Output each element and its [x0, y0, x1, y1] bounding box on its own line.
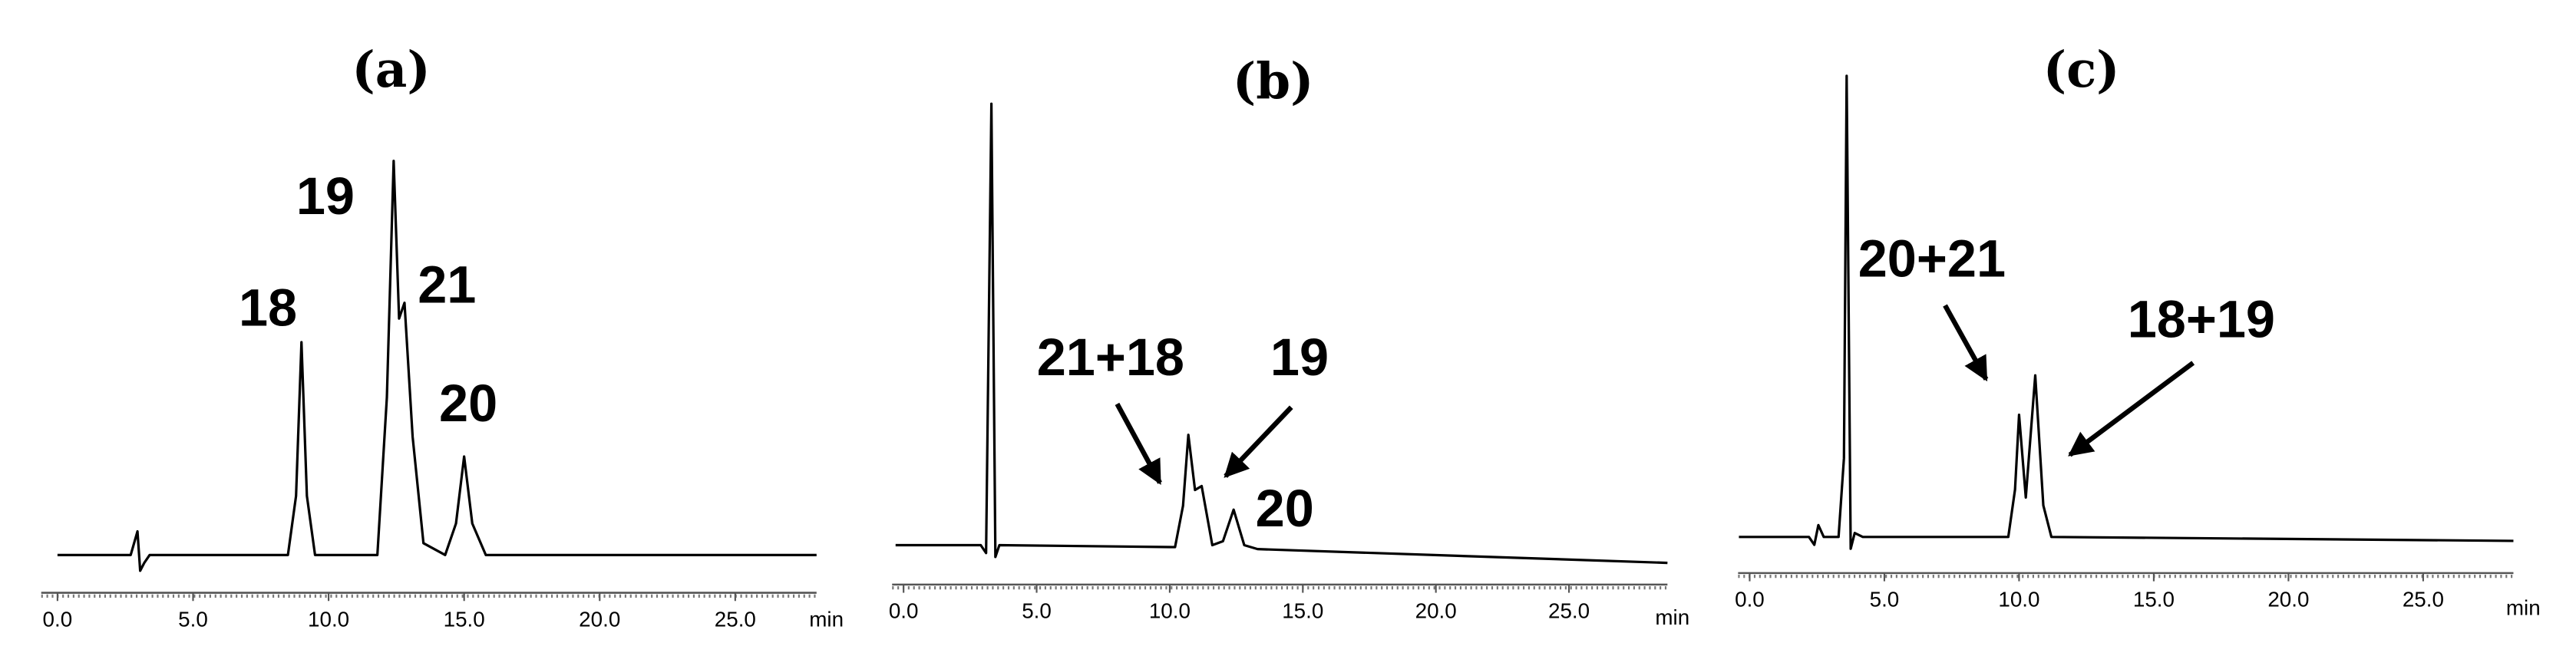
x-tick-label: 0.0: [889, 599, 919, 623]
peak-label: 21+18: [1037, 328, 1184, 387]
x-tick-label: 5.0: [178, 607, 208, 631]
x-tick-label: 20.0: [2267, 588, 2309, 612]
x-tick-label: 0.0: [43, 607, 73, 631]
x-tick-label: 15.0: [2133, 588, 2175, 612]
x-tick-label: 10.0: [1149, 599, 1191, 623]
peak-label: 18+19: [2128, 290, 2275, 349]
panel-title: (a): [352, 41, 430, 99]
trace: [57, 160, 817, 572]
peak-label: 20: [1256, 479, 1314, 538]
arrow: [1224, 405, 1293, 478]
arrow: [1943, 304, 1989, 382]
x-tick-label: 10.0: [1998, 588, 2039, 612]
peak-label: 21: [418, 256, 476, 315]
x-axis-label: min: [2506, 595, 2541, 619]
peak-label: 20: [439, 374, 497, 433]
trace: [895, 102, 1668, 565]
x-tick-label: 20.0: [579, 607, 620, 631]
peak-label: 18: [239, 279, 297, 338]
peak-label: 19: [296, 166, 355, 226]
panel-title: (c): [2043, 41, 2120, 99]
arrow: [2068, 361, 2195, 457]
peak-label: 19: [1270, 328, 1329, 387]
x-tick-label: 5.0: [1870, 588, 1900, 612]
x-axis-label: min: [1655, 605, 1689, 629]
x-tick-label: 20.0: [1415, 599, 1457, 623]
x-tick-label: 25.0: [715, 607, 756, 631]
x-tick-label: 5.0: [1022, 599, 1052, 623]
arrows: [1115, 304, 2195, 485]
x-tick-label: 25.0: [2403, 588, 2444, 612]
x-tick-label: 10.0: [308, 607, 349, 631]
panel-title: (b): [1233, 53, 1314, 110]
x-axis-label: min: [809, 607, 844, 631]
x-tick-label: 15.0: [444, 607, 485, 631]
peak-label: 20+21: [1858, 229, 2006, 288]
arrow: [1115, 402, 1162, 485]
x-tick-label: 0.0: [1735, 588, 1765, 612]
trace: [1739, 74, 2514, 550]
x-tick-label: 25.0: [1548, 599, 1590, 623]
x-tick-label: 15.0: [1282, 599, 1323, 623]
